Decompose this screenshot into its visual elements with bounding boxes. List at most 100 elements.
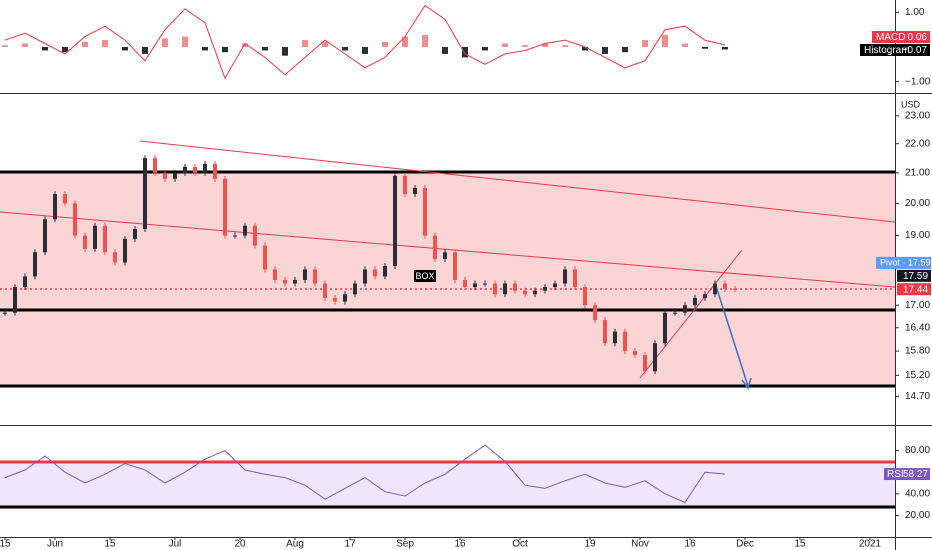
- x-tick-label: Jun: [47, 539, 63, 550]
- histogram-bar: [322, 41, 328, 47]
- candle: [353, 283, 357, 295]
- candle: [473, 283, 477, 288]
- candle: [163, 172, 167, 179]
- candle: [513, 283, 517, 291]
- pivot-box: [876, 256, 931, 269]
- rsi-label-name: RSI: [887, 469, 904, 480]
- candle: [83, 235, 87, 249]
- candle: [263, 245, 267, 270]
- trend-line: [0, 211, 896, 288]
- candle: [193, 166, 197, 173]
- y-tick-label: 1.00: [905, 7, 925, 18]
- histogram-bar: [482, 47, 488, 51]
- histogram-bar: [42, 47, 48, 51]
- histogram-label-box: [860, 44, 930, 56]
- macd-label-box: [872, 31, 930, 43]
- candle: [303, 269, 307, 280]
- candle: [573, 269, 577, 288]
- candle: [543, 287, 547, 291]
- box-zone: [0, 172, 895, 386]
- y-tick-label: 22.00: [905, 138, 930, 149]
- candle: [453, 252, 457, 280]
- x-tick-label: Dec: [736, 539, 754, 550]
- x-tick-label: 17: [344, 539, 356, 550]
- y-tick-label: 15.80: [905, 346, 930, 357]
- histogram-bar: [122, 47, 128, 51]
- candle: [433, 235, 437, 260]
- x-tick-label: Nov: [631, 539, 649, 550]
- histogram-bar: [242, 43, 248, 47]
- candle: [333, 297, 337, 302]
- candle: [113, 252, 117, 263]
- candle: [23, 276, 27, 288]
- candle: [143, 158, 147, 229]
- macd-label-value: 0.06: [908, 32, 928, 43]
- candle: [363, 269, 367, 284]
- histogram-bar: [442, 47, 448, 54]
- histogram-bar: [402, 36, 408, 47]
- x-tick-label: 16: [684, 539, 696, 550]
- histogram-bar: [582, 47, 588, 51]
- histogram-bar: [702, 47, 708, 49]
- x-tick-label: Jul: [169, 539, 182, 550]
- histogram-bar: [422, 34, 428, 47]
- candle: [93, 225, 97, 249]
- histogram-bar: [602, 47, 608, 54]
- histogram-label-name: Histogram: [864, 45, 910, 56]
- x-tick-label: 15: [104, 539, 116, 550]
- candle: [73, 203, 77, 236]
- candle: [583, 287, 587, 306]
- macd-line: [4, 4, 726, 80]
- x-tick-label: Sep: [396, 539, 414, 550]
- y-tick-label: 16.40: [905, 322, 930, 333]
- candle: [523, 290, 527, 295]
- x-tick-label: 15: [794, 539, 806, 550]
- candle: [43, 219, 47, 253]
- candle: [313, 269, 317, 284]
- pivot-label: Pivot · 17.59: [880, 258, 931, 268]
- candle: [3, 312, 7, 314]
- candle: [613, 331, 617, 344]
- candle: [713, 283, 717, 295]
- candle: [683, 305, 687, 313]
- y-tick-label: 20.00: [905, 510, 930, 521]
- candle: [233, 235, 237, 237]
- candle: [463, 279, 467, 288]
- y-tick-label: 19.00: [905, 230, 930, 241]
- x-tick-label: Aug: [286, 539, 304, 550]
- y-tick-label: 17.00: [905, 300, 930, 311]
- x-tick-label: 19: [584, 539, 596, 550]
- candle: [173, 172, 177, 179]
- candle: [153, 158, 157, 173]
- candle: [663, 312, 667, 344]
- candle: [633, 351, 637, 356]
- rsi-line: [4, 444, 726, 504]
- candle: [493, 283, 497, 295]
- candle: [273, 269, 277, 280]
- histogram-bar: [282, 47, 288, 56]
- rsi-label-box: [884, 468, 930, 481]
- candle: [53, 194, 57, 220]
- trend-line: [139, 140, 896, 223]
- y-tick-label: 23.00: [905, 110, 930, 121]
- candle: [223, 178, 227, 236]
- candle: [343, 294, 347, 302]
- candle: [323, 283, 327, 298]
- candle: [563, 269, 567, 284]
- histogram-bar: [382, 41, 388, 47]
- candle: [483, 283, 487, 285]
- candle: [623, 331, 627, 352]
- candle: [253, 225, 257, 246]
- candle: [63, 194, 67, 204]
- x-tick-label: 16: [454, 539, 466, 550]
- candle: [593, 305, 597, 321]
- annotation-box: [414, 270, 436, 282]
- candle: [643, 355, 647, 372]
- histogram-bar: [2, 45, 8, 47]
- histogram-bar: [362, 47, 368, 54]
- histogram-bar: [342, 47, 348, 51]
- x-tick-label: 2021: [859, 539, 882, 550]
- candle: [413, 187, 417, 195]
- candle: [183, 166, 187, 173]
- price-marker: 17.59: [903, 271, 928, 282]
